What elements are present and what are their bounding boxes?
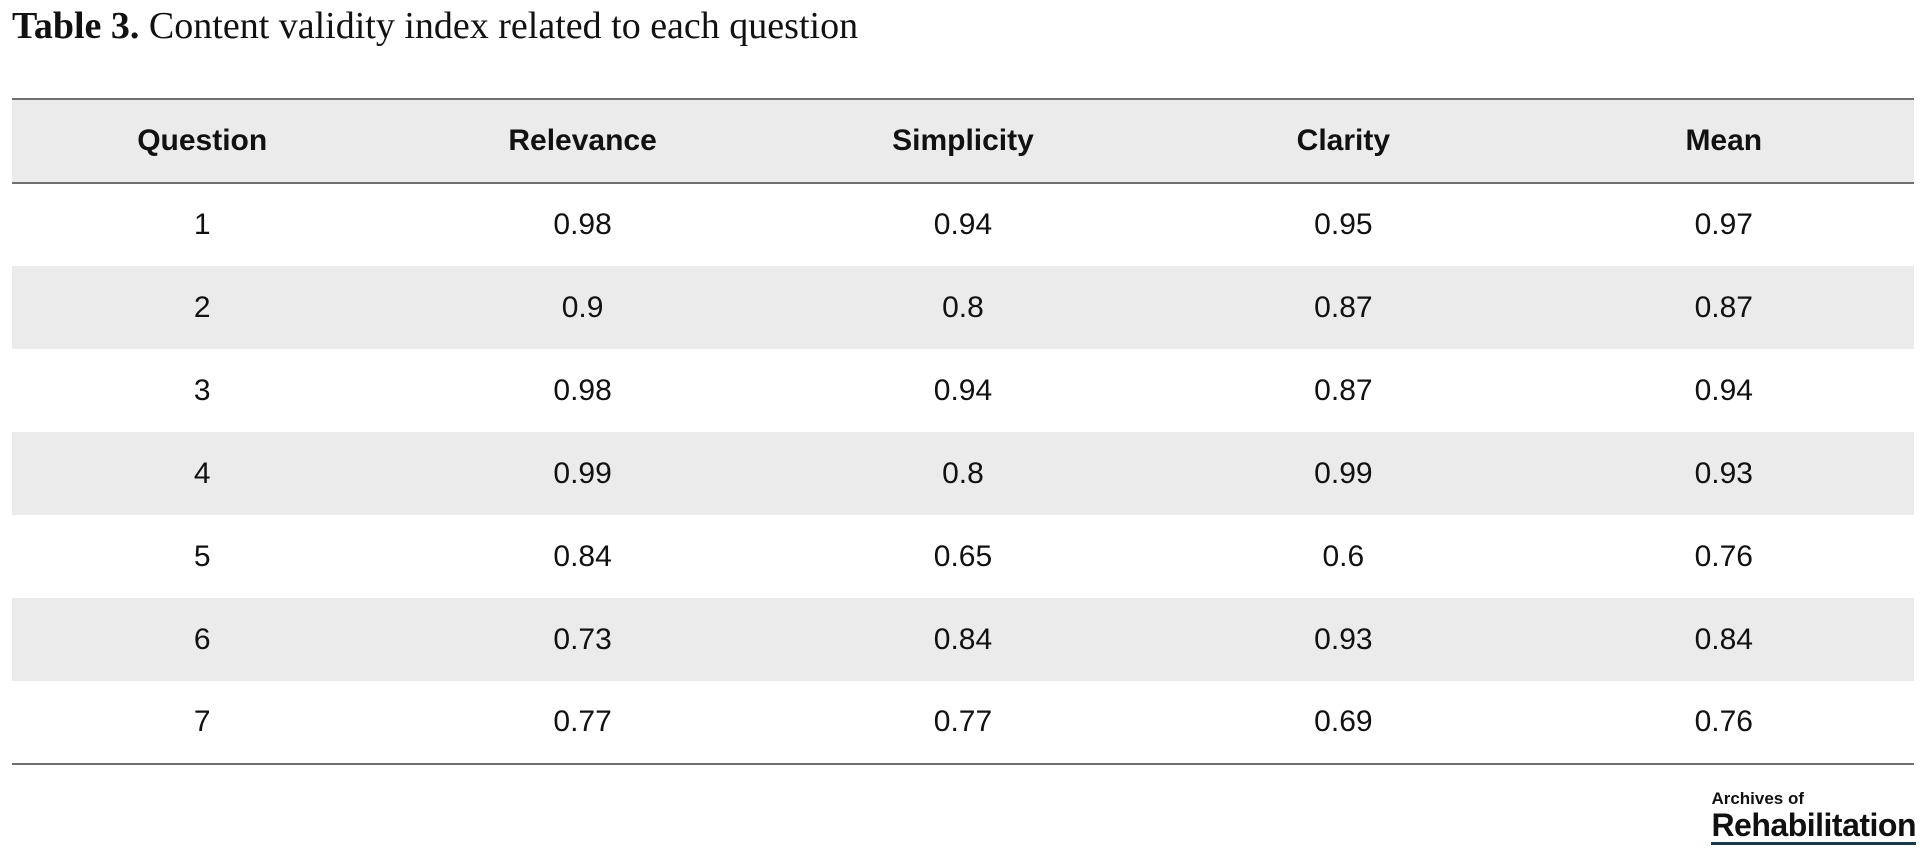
table-caption-label: Table 3. [12, 5, 140, 47]
header-question: Question [137, 124, 268, 157]
cell-clarity: 0.69 [1314, 705, 1373, 738]
cell-relevance: 0.9 [561, 290, 604, 324]
table-row: 5 0.84 0.65 0.6 0.76 [12, 515, 1914, 598]
cell-question: 1 [193, 208, 211, 241]
header-clarity: Clarity [1296, 124, 1391, 157]
cell-relevance: 0.98 [553, 373, 612, 407]
cell-mean: 0.87 [1694, 290, 1753, 324]
cell-question: 5 [193, 539, 211, 573]
header-relevance: Relevance [508, 124, 657, 157]
cell-mean: 0.84 [1694, 622, 1753, 656]
content-validity-table: Question Relevance Simplicity Clarity Me… [12, 98, 1914, 765]
cell-simplicity: 0.84 [933, 622, 993, 656]
cell-question: 6 [193, 622, 211, 656]
cell-clarity: 0.87 [1314, 373, 1373, 407]
cell-mean: 0.76 [1694, 539, 1753, 573]
cell-simplicity: 0.94 [933, 208, 993, 241]
cell-question: 7 [193, 705, 211, 738]
table-row: 3 0.98 0.94 0.87 0.94 [12, 349, 1914, 432]
cell-relevance: 0.99 [553, 456, 612, 490]
cell-simplicity: 0.94 [933, 373, 993, 407]
table-row: 4 0.99 0.8 0.99 0.93 [12, 432, 1914, 515]
cell-clarity: 0.6 [1322, 539, 1365, 573]
table-caption-text: Content validity index related to each q… [148, 5, 859, 47]
table-body: 1 0.98 0.94 0.95 0.97 2 0.9 0.8 0.87 0.8… [12, 183, 1914, 764]
journal-logo: Archives of Rehabilitation [1711, 790, 1916, 845]
table-row: 7 0.77 0.77 0.69 0.76 [12, 681, 1914, 764]
cell-relevance: 0.77 [553, 705, 612, 738]
cell-simplicity: 0.77 [933, 705, 993, 738]
journal-logo-line1: Archives of [1711, 789, 1805, 808]
cell-mean: 0.94 [1694, 373, 1753, 407]
table-caption: Table 3. Content validity index related … [12, 4, 858, 48]
cell-simplicity: 0.8 [942, 456, 984, 490]
content-validity-table-container: Question Relevance Simplicity Clarity Me… [12, 98, 1914, 765]
table-row: 1 0.98 0.94 0.95 0.97 [12, 183, 1914, 266]
cell-relevance: 0.98 [553, 208, 612, 241]
header-mean: Mean [1685, 124, 1763, 157]
cell-relevance: 0.73 [553, 622, 612, 656]
cell-clarity: 0.95 [1314, 208, 1373, 241]
table-row: 6 0.73 0.84 0.93 0.84 [12, 598, 1914, 681]
table-row: 2 0.9 0.8 0.87 0.87 [12, 266, 1914, 349]
cell-question: 4 [193, 456, 211, 490]
cell-question: 3 [193, 373, 211, 407]
cell-question: 2 [193, 290, 211, 324]
cell-clarity: 0.93 [1314, 622, 1373, 656]
cell-clarity: 0.99 [1314, 456, 1373, 490]
cell-clarity: 0.87 [1314, 290, 1373, 324]
journal-logo-line2: Rehabilitation [1711, 807, 1916, 845]
cell-mean: 0.97 [1694, 208, 1753, 241]
table-header-row: Question Relevance Simplicity Clarity Me… [12, 99, 1914, 183]
cell-mean: 0.93 [1694, 456, 1753, 490]
cell-simplicity: 0.8 [942, 290, 984, 324]
header-simplicity: Simplicity [892, 124, 1034, 157]
cell-simplicity: 0.65 [933, 539, 993, 573]
cell-relevance: 0.84 [553, 539, 612, 573]
table-header: Question Relevance Simplicity Clarity Me… [12, 99, 1914, 183]
cell-mean: 0.76 [1694, 705, 1753, 738]
